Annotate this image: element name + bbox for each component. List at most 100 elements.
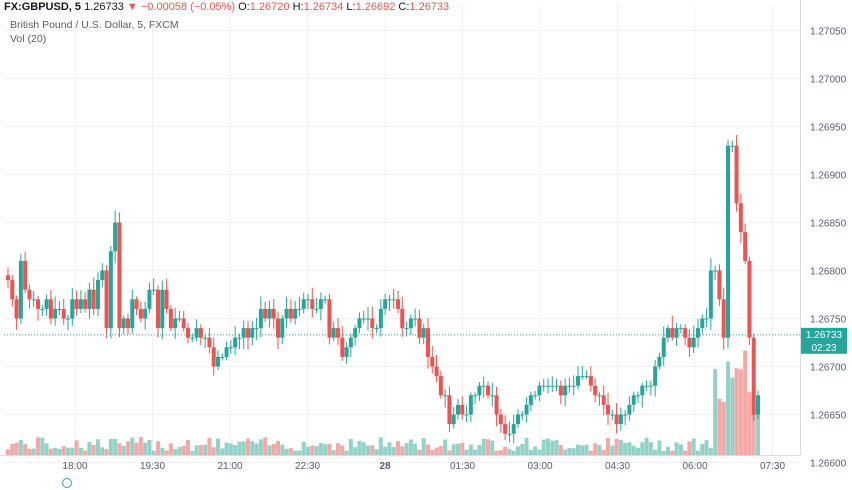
volume-bar bbox=[74, 440, 79, 455]
volume-bar bbox=[430, 449, 435, 455]
time-tick-label: 07:30 bbox=[760, 461, 785, 472]
volume-bar bbox=[57, 448, 62, 455]
candle-body bbox=[606, 404, 610, 415]
candle-body bbox=[143, 308, 148, 319]
volume-bar bbox=[481, 438, 486, 455]
time-axis[interactable]: 18:00 19:30 21:00 22:30 28 01:30 03:00 04:30 06:… bbox=[0, 455, 800, 473]
candle-body bbox=[190, 337, 195, 339]
candle-body bbox=[516, 414, 520, 425]
volume-bar bbox=[580, 445, 585, 455]
candle-body bbox=[301, 299, 306, 309]
last-price-tag bbox=[801, 327, 847, 354]
high-label: H: bbox=[292, 1, 304, 13]
volume-indicator-label[interactable]: Vol (20) bbox=[10, 33, 47, 45]
high-value: 1.26734 bbox=[303, 1, 344, 13]
candle-body bbox=[36, 299, 40, 309]
candle-body bbox=[396, 299, 400, 309]
volume-bar bbox=[417, 449, 422, 455]
volume-bar bbox=[263, 437, 268, 455]
volume-bar bbox=[357, 440, 362, 455]
candle-body bbox=[366, 318, 370, 320]
volume-bar bbox=[44, 443, 49, 455]
candle-body bbox=[597, 395, 602, 397]
candle-body bbox=[18, 260, 23, 319]
candle-body bbox=[87, 289, 92, 309]
open-value: 1.26720 bbox=[249, 1, 290, 13]
candle-body bbox=[314, 308, 319, 310]
volume-bar bbox=[327, 443, 332, 455]
candle-body bbox=[738, 203, 743, 233]
volume-bar bbox=[130, 437, 135, 455]
candle-body bbox=[323, 299, 328, 301]
symbol-label[interactable]: FX:GBPUSD, 5 bbox=[4, 1, 82, 13]
series-title[interactable]: British Pound / U.S. Dollar, 5, FXCM bbox=[10, 19, 179, 31]
candle-body bbox=[271, 308, 276, 319]
volume-bar bbox=[520, 444, 525, 455]
candle-body bbox=[258, 308, 263, 329]
candle-body bbox=[678, 328, 683, 330]
candle-body bbox=[361, 318, 366, 320]
volume-bar bbox=[323, 444, 328, 455]
candle-body bbox=[751, 337, 756, 415]
candle-body bbox=[44, 299, 49, 309]
candle-body bbox=[207, 337, 212, 348]
candle-body bbox=[327, 299, 332, 338]
volume-bar bbox=[40, 437, 45, 455]
volume-bar bbox=[378, 437, 383, 455]
candle-body bbox=[700, 318, 705, 329]
volume-bar bbox=[267, 445, 272, 455]
volume-bar bbox=[498, 450, 503, 455]
volume-bar bbox=[224, 442, 229, 455]
volume-bar bbox=[314, 446, 319, 455]
volume-bar bbox=[438, 446, 443, 455]
volume-bar bbox=[516, 446, 520, 455]
candle-body bbox=[267, 308, 272, 319]
candle-body bbox=[297, 308, 302, 310]
candle-body bbox=[108, 251, 113, 329]
candle-body bbox=[456, 404, 460, 415]
candle-body bbox=[550, 385, 555, 387]
volume-bar bbox=[477, 444, 482, 455]
volume-bar bbox=[186, 439, 190, 455]
candle-body bbox=[558, 385, 563, 396]
volume-bar bbox=[220, 448, 225, 455]
volume-bar bbox=[503, 446, 508, 455]
price-axis[interactable]: 1.27050 1.27000 1.26950 1.26900 1.26850 1.268… bbox=[4, 0, 847, 470]
volume-bar bbox=[554, 440, 559, 455]
timezone-dot-icon[interactable] bbox=[62, 478, 72, 488]
candle-body bbox=[220, 356, 225, 358]
candle-body bbox=[10, 280, 15, 300]
candle-body bbox=[460, 404, 465, 415]
volume-bar bbox=[361, 442, 366, 455]
candle-body bbox=[507, 433, 512, 435]
candle-body bbox=[653, 366, 658, 386]
candle-body bbox=[726, 145, 730, 338]
candle-body bbox=[353, 328, 358, 338]
candle-body bbox=[100, 270, 105, 281]
volume-bar bbox=[100, 447, 105, 455]
volume-bar bbox=[198, 445, 203, 455]
candle-body bbox=[661, 337, 666, 357]
volume-bar bbox=[181, 446, 186, 455]
volume-bar bbox=[366, 445, 370, 455]
candle-body bbox=[490, 395, 495, 397]
price-tick-label: 1.26900 bbox=[810, 171, 847, 182]
candle-body bbox=[687, 337, 692, 348]
volume-bar bbox=[726, 361, 730, 455]
candle-body bbox=[511, 424, 516, 434]
candle-body bbox=[400, 308, 405, 329]
volume-bar bbox=[460, 442, 465, 455]
time-tick-label: 06:00 bbox=[682, 461, 707, 472]
candle-body bbox=[31, 299, 36, 301]
candle-body bbox=[554, 385, 559, 387]
candle-body bbox=[713, 270, 718, 272]
candle-body bbox=[348, 337, 353, 348]
candle-body bbox=[23, 260, 28, 290]
candle-body bbox=[113, 222, 118, 252]
candle-body bbox=[74, 299, 79, 309]
candle-body bbox=[194, 328, 199, 338]
volume-bar bbox=[237, 441, 242, 455]
candle-body bbox=[734, 145, 739, 204]
